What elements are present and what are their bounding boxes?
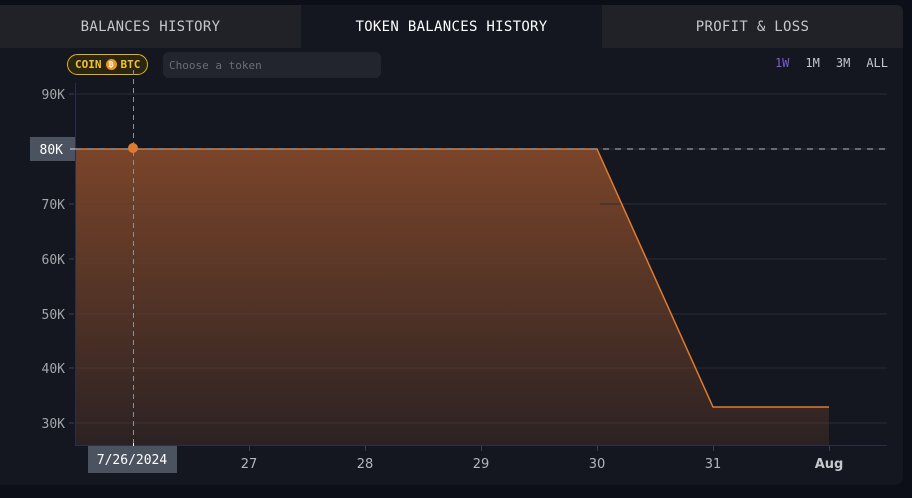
crosshair-x-label: 7/26/2024	[88, 443, 177, 473]
x-tick-marks	[249, 446, 830, 451]
chart-controls: COIN ₿ BTC 1W 1M 3M ALL	[0, 52, 903, 80]
grid-lines-right	[600, 203, 887, 424]
y-tick-label: 90K	[42, 88, 66, 103]
x-tick-label: 30	[589, 457, 606, 472]
tab-bar: BALANCES HISTORY TOKEN BALANCES HISTORY …	[0, 5, 903, 48]
highlight-point-marker[interactable]	[128, 143, 138, 153]
data-line	[75, 148, 829, 408]
x-tick-label: 31	[705, 457, 722, 472]
y-tick-label: 60K	[42, 253, 66, 268]
range-3m-button[interactable]: 3M	[835, 56, 851, 70]
x-tick-label: 27	[241, 457, 258, 472]
area-fill	[75, 149, 829, 445]
y-tick-marks	[69, 93, 74, 424]
x-tick-label: Aug	[815, 457, 844, 472]
x-tick-label: 28	[357, 457, 374, 472]
crosshair-x-value: 7/26/2024	[97, 453, 168, 468]
crosshair-y-label: 80K	[30, 137, 75, 161]
coin-label: COIN	[75, 58, 102, 71]
range-all-button[interactable]: ALL	[866, 56, 888, 70]
tab-profit-loss[interactable]: PROFIT & LOSS	[602, 5, 903, 48]
range-1m-button[interactable]: 1M	[805, 56, 820, 70]
y-tick-label: 40K	[42, 362, 66, 377]
token-symbol: BTC	[120, 58, 141, 71]
tab-token-balances-history[interactable]: TOKEN BALANCES HISTORY	[301, 5, 602, 48]
range-1w-button[interactable]: 1W	[774, 56, 790, 70]
y-tick-label: 50K	[42, 308, 66, 323]
y-tick-label: 70K	[42, 198, 66, 213]
x-axis-labels: 27 28 29 30 31 Aug	[241, 457, 844, 472]
time-range-selector: 1W 1M 3M ALL	[767, 56, 888, 70]
y-axis-labels: 90K 70K 60K 50K 40K 30K	[42, 88, 66, 432]
coin-token-chip[interactable]: COIN ₿ BTC	[67, 54, 149, 75]
crosshair-y-value: 80K	[40, 143, 64, 158]
x-tick-label: 29	[473, 457, 490, 472]
bitcoin-icon: ₿	[105, 59, 117, 70]
y-tick-label: 30K	[42, 417, 66, 432]
tab-balances-history[interactable]: BALANCES HISTORY	[0, 5, 301, 48]
token-search-input[interactable]	[163, 52, 381, 78]
